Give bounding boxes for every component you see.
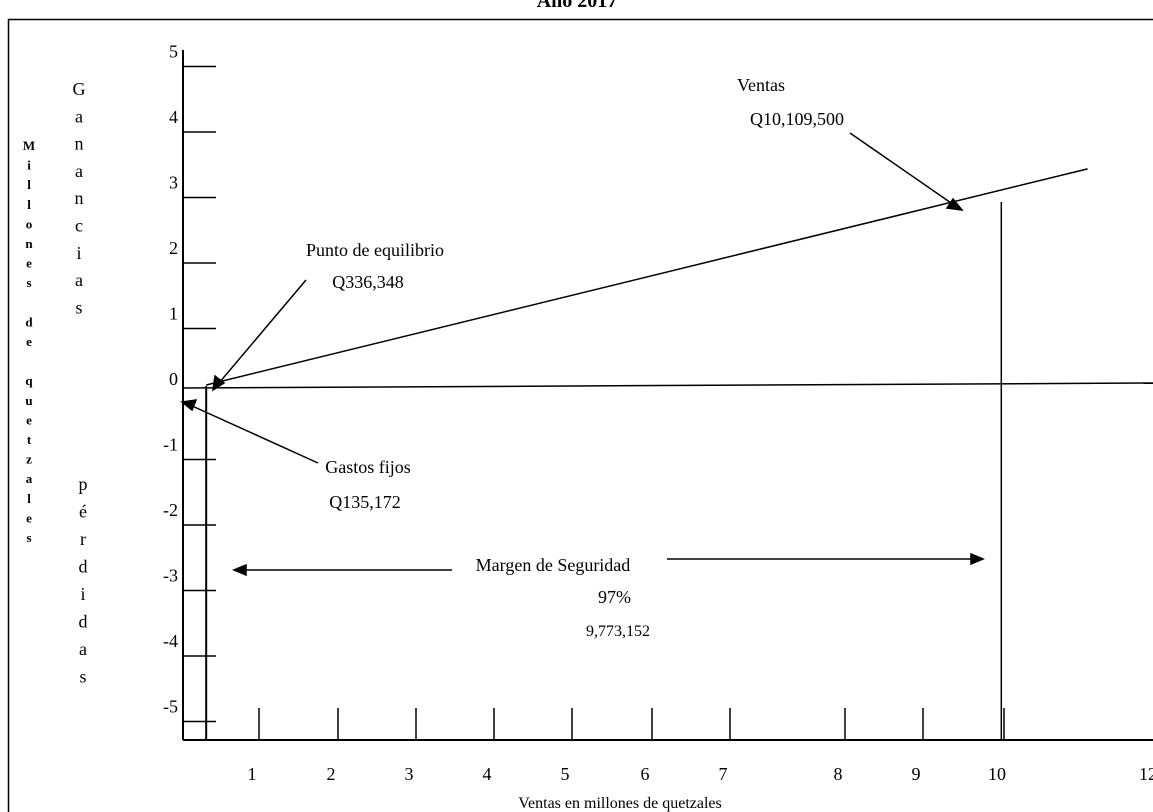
y-axis-title-gain-letter: c [75, 216, 83, 236]
y-axis-title-loss-letter: p [79, 474, 88, 494]
y-axis-title-gain-letter: a [75, 161, 83, 181]
y-tick-label: 0 [169, 369, 178, 389]
y-tick-label: 2 [169, 238, 178, 258]
safety-margin-percent: 97% [598, 587, 631, 607]
y-tick-label: 3 [169, 173, 178, 193]
x-tick-label: 8 [834, 764, 843, 784]
break-even-label: Punto de equilibrio [306, 240, 444, 260]
x-tick-label: 3 [405, 764, 414, 784]
x-tick-label: 7 [719, 764, 728, 784]
y-axis-title-gain-letter: G [73, 79, 86, 99]
break-even-arrow [218, 279, 307, 384]
y-axis-title-loss-letter: d [79, 557, 88, 577]
y-axis-title-outer-letter: i [27, 158, 31, 173]
fixed-costs-value: Q135,172 [329, 492, 401, 512]
y-tick-label: -4 [163, 631, 178, 651]
y-axis-title-outer-letter: t [27, 432, 32, 447]
y-tick-label: -2 [163, 500, 178, 520]
y-axis-title-outer-letter: M [23, 138, 35, 153]
y-axis-title-loss-letter: a [79, 639, 87, 659]
y-axis-title-outer-letter: d [25, 314, 33, 329]
series-line-ventas [206, 168, 1088, 386]
series [206, 168, 1088, 386]
axes [182, 50, 1153, 741]
safety-margin-arrowhead-left [232, 563, 247, 577]
y-tick-label: -5 [163, 697, 178, 717]
y-axis-title-outer-letter: u [25, 393, 32, 408]
y-axis-title-outer-letter: s [26, 530, 31, 545]
ventas-value: Q10,109,500 [750, 109, 844, 129]
x-tick-label: 12 [1139, 764, 1153, 784]
y-axis-title-outer-letter: a [26, 471, 33, 486]
y-axis-title-gain-letter: a [75, 270, 83, 290]
y-axis-title-gain-letter: n [75, 134, 84, 154]
x-axis-title: Ventas en millones de quetzales [518, 795, 722, 812]
y-axis-title-outer-letter: e [26, 510, 32, 525]
y-tick-label: -1 [163, 435, 178, 455]
y-axis-title-outer-letter: o [26, 216, 33, 231]
y-tick-label: 1 [169, 304, 178, 324]
chart-title: Año 2017 [537, 0, 618, 12]
ventas-arrow [849, 132, 955, 206]
x-tick-label: 1 [248, 764, 257, 784]
y-axis-title-outer-letter: e [26, 412, 32, 427]
y-axis-title-loss-letter: s [79, 667, 86, 687]
y-axis-title-gain-letter: n [75, 188, 84, 208]
fixed-costs-label: Gastos fijos [325, 457, 411, 477]
y-axis-title-outer-letter: n [25, 236, 33, 251]
fixed-costs-arrowhead [180, 399, 198, 412]
y-axis-title-outer-letter: q [25, 373, 33, 388]
x-tick-label: 2 [327, 764, 336, 784]
annotations: Ventas Q10,109,500 Punto de equilibrio Q… [306, 75, 844, 640]
zero-line [182, 382, 1153, 389]
ventas-arrowhead [945, 197, 964, 211]
annotation-arrows [180, 132, 985, 577]
y-axis-title-outer-letter: l [27, 491, 31, 506]
y-axis-ticks: 5 4 3 2 1 0 -1 -2 -3 -4 -5 [163, 42, 216, 723]
break-even-arrowhead [212, 374, 226, 392]
y-axis-title-outer-letter: z [26, 452, 32, 467]
break-even-value: Q336,348 [332, 272, 404, 292]
y-tick-label: 4 [169, 107, 178, 127]
y-axis-title-gain-letter: a [75, 106, 83, 126]
ventas-label: Ventas [737, 75, 785, 95]
y-axis-title-gain-letter: s [75, 297, 82, 317]
y-axis-title-outer-letter: l [27, 177, 31, 192]
safety-margin-arrowhead-right [970, 552, 985, 566]
y-axis-title-gain-letter: i [76, 243, 81, 263]
y-axis-title-outer-letter: e [26, 256, 32, 271]
y-axis-title-loss-letter: i [80, 584, 85, 604]
x-tick-label: 4 [483, 764, 492, 784]
y-axis-title-loss-letter: r [80, 529, 86, 549]
y-axis-title-outer-letter: s [26, 275, 31, 290]
safety-margin-label: Margen de Seguridad [476, 555, 631, 575]
y-tick-label: -3 [163, 566, 178, 586]
x-tick-label: 9 [912, 764, 921, 784]
y-tick-label: 5 [169, 42, 178, 62]
y-axis-title-loss-letter: é [79, 502, 87, 522]
x-axis-ticks: 1 2 3 4 5 6 7 8 9 10 12 [248, 708, 1153, 784]
y-axis-title-outer-letter: l [27, 197, 31, 212]
y-axis-title-loss-letter: d [79, 612, 88, 632]
safety-margin-value: 9,773,152 [586, 623, 650, 640]
y-axis-title-outer-letter: e [26, 334, 32, 349]
x-tick-label: 6 [641, 764, 650, 784]
plot-frame [7, 18, 1153, 812]
x-tick-label: 10 [988, 764, 1006, 784]
fixed-costs-arrow [189, 404, 319, 464]
x-tick-label: 5 [561, 764, 570, 784]
